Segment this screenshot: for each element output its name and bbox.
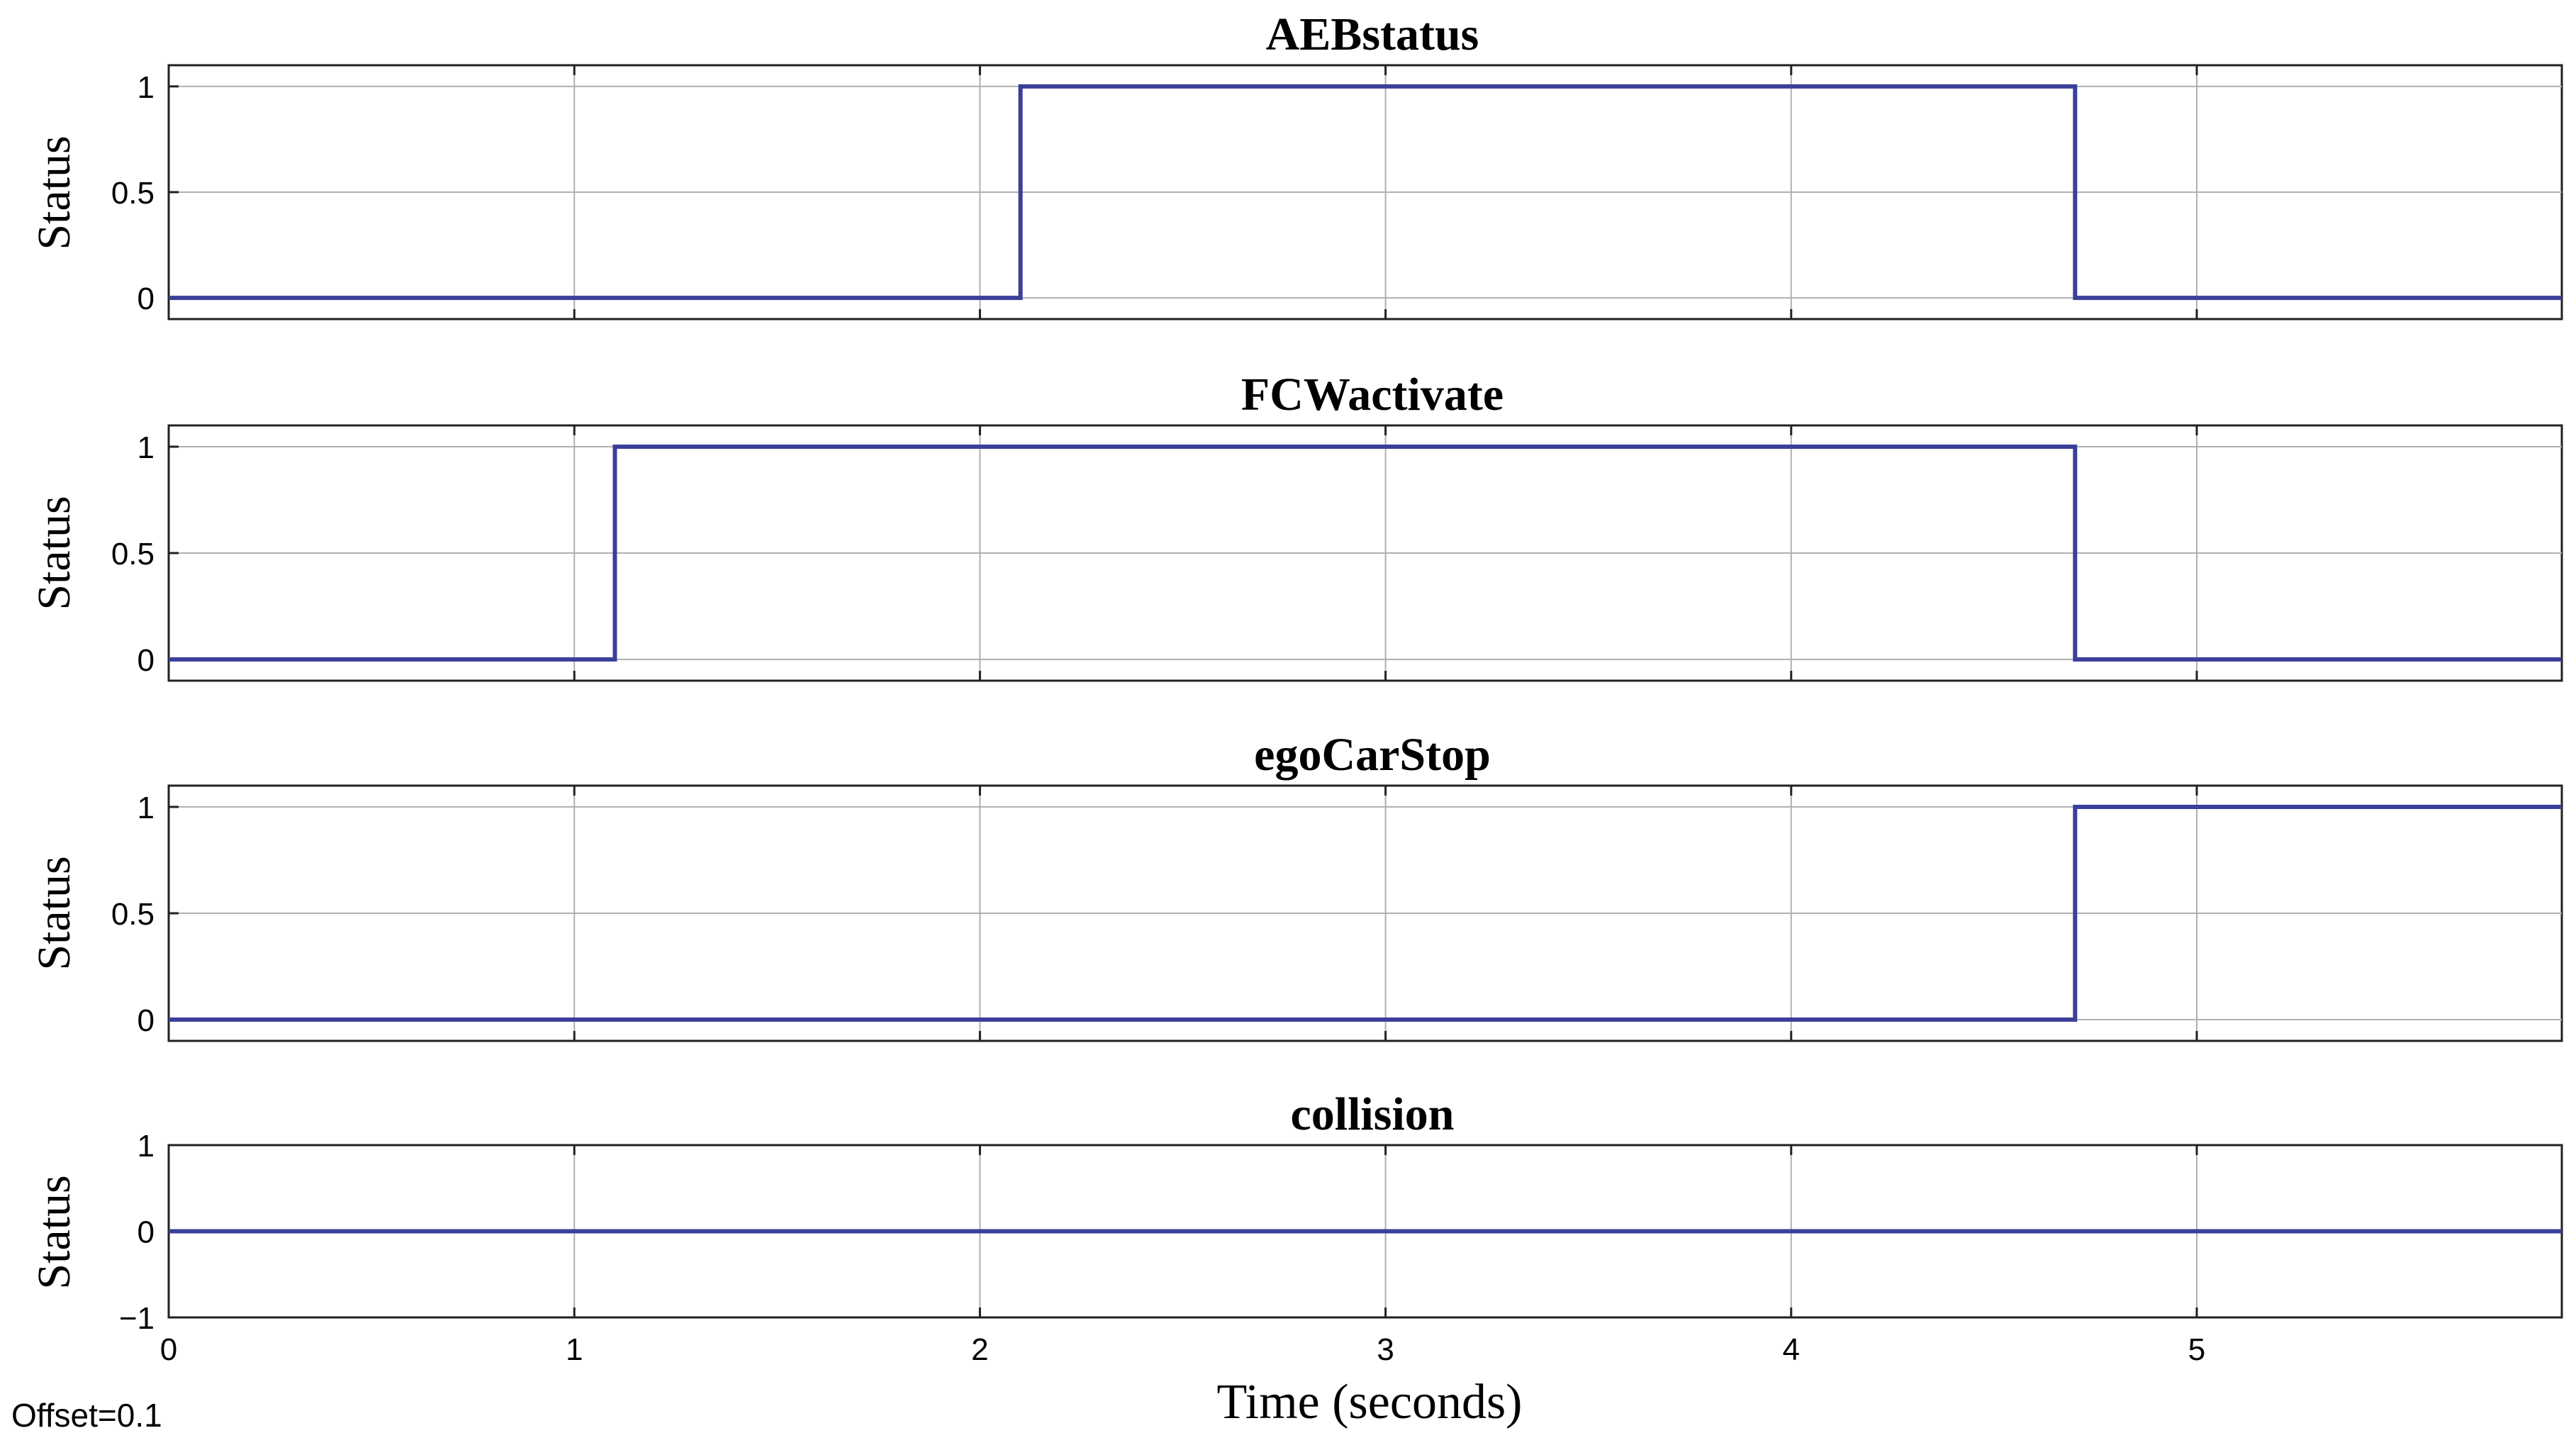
y-tick-label: 0	[138, 1003, 155, 1038]
subplot-title: collision	[1290, 1088, 1454, 1140]
x-tick-label: 5	[2188, 1332, 2205, 1367]
y-tick-label: 1	[138, 70, 155, 105]
x-tick-label: 0	[160, 1332, 177, 1367]
y-axis-label: Status	[28, 135, 80, 250]
subplot-title: FCWactivate	[1241, 369, 1503, 420]
x-tick-label: 1	[566, 1332, 583, 1367]
y-tick-label: 1	[138, 430, 155, 465]
x-tick-label: 3	[1377, 1332, 1394, 1367]
subplot-egoCarStop: 0 0.5 1 egoCarStop Status	[28, 729, 2563, 1042]
x-tick-label: 4	[1783, 1332, 1800, 1367]
subplot-title: AEBstatus	[1266, 9, 1479, 60]
subplot-title: egoCarStop	[1254, 729, 1491, 781]
y-axis-label: Status	[28, 496, 80, 610]
y-tick-label: 0.5	[111, 897, 155, 932]
offset-note: Offset=0.1	[11, 1397, 162, 1434]
subplot-AEBstatus: 0 0.5 1 AEBstatus Status	[28, 9, 2563, 320]
x-tick-label: 2	[971, 1332, 988, 1367]
subplot-stack: 0 0.5 1 AEBstatus Status 0 0.5 1 FCWactivate Stat…	[28, 9, 2563, 1367]
y-axis-label: Status	[28, 1175, 80, 1289]
y-tick-label: 0.5	[111, 176, 155, 211]
y-axis-label: Status	[28, 856, 80, 970]
x-axis-label: Time (seconds)	[1216, 1375, 1522, 1429]
y-tick-label: 0.5	[111, 537, 155, 571]
y-tick-label: 0	[138, 281, 155, 316]
series-line	[169, 84, 2562, 301]
y-tick-label: 1	[138, 1129, 155, 1164]
y-tick-label: −1	[119, 1301, 155, 1336]
subplot-FCWactivate: 0 0.5 1 FCWactivate Status	[28, 369, 2563, 682]
series-line	[169, 445, 2562, 662]
y-tick-label: 0	[138, 1215, 155, 1250]
y-tick-label: 1	[138, 791, 155, 825]
y-tick-label: 0	[138, 643, 155, 678]
series-line	[169, 805, 2562, 1022]
